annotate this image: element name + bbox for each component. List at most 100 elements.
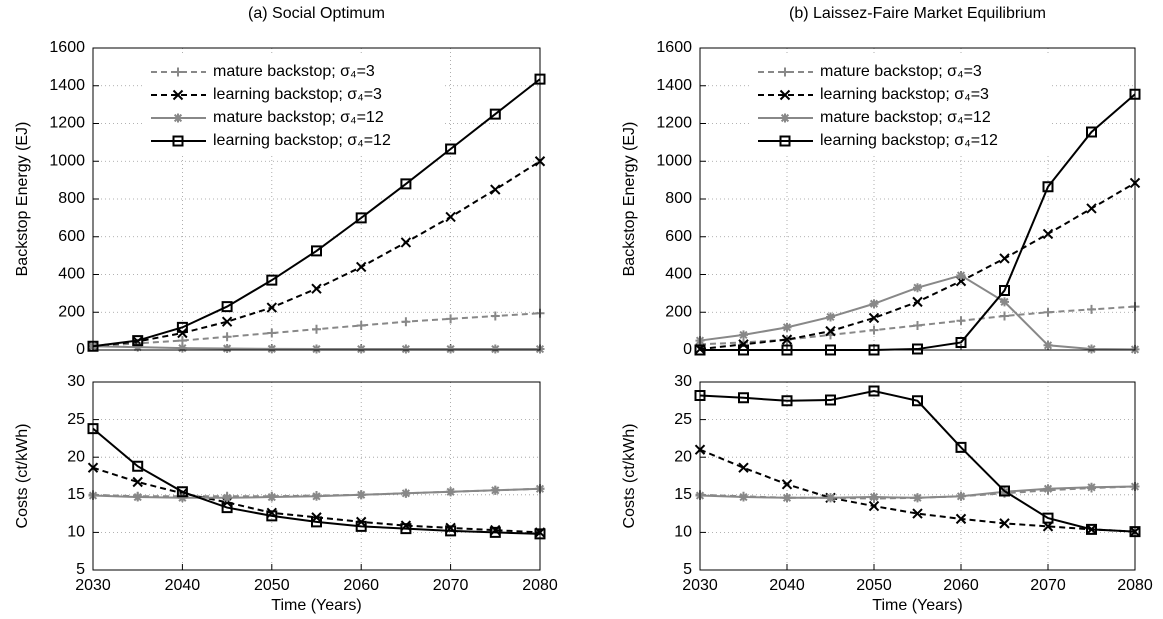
marker <box>781 344 793 356</box>
marker <box>912 395 923 407</box>
y-tick-label: 0 <box>76 341 85 358</box>
y-tick-label: 1000 <box>49 152 85 169</box>
marker <box>173 67 183 77</box>
marker <box>445 525 457 537</box>
marker <box>312 491 321 501</box>
plot-area <box>700 382 1135 570</box>
y-tick-label: 1000 <box>656 152 692 169</box>
marker <box>401 488 411 498</box>
marker <box>176 486 188 498</box>
plot-area <box>93 382 540 570</box>
y-tick-label: 25 <box>67 411 85 428</box>
marker <box>868 500 880 512</box>
marker <box>1087 344 1096 354</box>
marker <box>172 89 184 101</box>
marker <box>781 334 793 345</box>
marker <box>489 108 501 120</box>
marker <box>868 312 880 324</box>
marker <box>445 143 457 155</box>
marker <box>311 283 322 294</box>
marker <box>955 513 967 525</box>
marker <box>177 343 187 353</box>
marker <box>956 270 966 280</box>
marker <box>956 316 966 326</box>
marker <box>1129 88 1141 100</box>
y-tick-label: 200 <box>58 303 85 320</box>
marker <box>534 73 546 85</box>
legend-label: learning backstop; σ₄=12 <box>213 132 391 149</box>
marker <box>221 316 233 327</box>
y-tick-label: 1600 <box>49 39 85 56</box>
marker <box>779 135 791 147</box>
x-tick-label: 2080 <box>522 577 558 594</box>
marker <box>133 492 143 502</box>
y-tick-label: 25 <box>674 411 692 428</box>
marker <box>267 492 277 502</box>
y-tick-label: 1600 <box>656 39 692 56</box>
marker <box>222 332 232 342</box>
marker <box>489 526 501 538</box>
marker <box>401 317 411 327</box>
y-tick-label: 400 <box>58 266 85 283</box>
marker <box>1086 523 1097 535</box>
y-tick-label: 10 <box>67 524 85 541</box>
marker <box>913 493 922 503</box>
marker <box>534 528 546 540</box>
x-tick-label: 2070 <box>1030 577 1066 594</box>
plot-frame <box>92 47 541 351</box>
marker <box>1000 311 1009 321</box>
marker <box>177 493 187 503</box>
marker <box>955 441 967 453</box>
y-tick-label: 1200 <box>49 115 85 132</box>
marker <box>955 336 967 348</box>
marker <box>782 322 792 332</box>
marker <box>956 491 966 501</box>
marker <box>1087 304 1096 314</box>
marker <box>132 460 144 472</box>
series-line <box>92 427 541 535</box>
marker <box>1043 484 1053 494</box>
marker <box>869 492 879 502</box>
plot-frame <box>92 381 541 571</box>
marker <box>738 462 749 473</box>
marker <box>446 344 456 354</box>
legend-label: mature backstop; σ₄=12 <box>820 109 991 126</box>
marker <box>782 493 792 503</box>
marker <box>913 320 922 330</box>
marker <box>779 89 791 101</box>
marker <box>999 485 1010 497</box>
chart-title: (b) Laissez-Faire Market Equilibrium <box>789 5 1046 22</box>
marker <box>1087 482 1096 492</box>
marker <box>222 343 232 353</box>
y-tick-label: 10 <box>674 524 692 541</box>
marker <box>738 392 749 404</box>
x-tick-label: 2070 <box>433 577 469 594</box>
marker <box>355 212 367 224</box>
y-axis-title: Backstop Energy (EJ) <box>621 122 638 277</box>
marker <box>401 344 411 354</box>
marker <box>87 340 99 352</box>
x-tick-label: 2030 <box>682 577 718 594</box>
marker <box>912 508 923 519</box>
marker <box>1086 126 1097 138</box>
plot-frame <box>699 381 1136 571</box>
y-axis-title: Costs (ct/kWh) <box>14 424 31 529</box>
marker <box>446 314 456 324</box>
y-axis-title: Backstop Energy (EJ) <box>14 122 31 277</box>
marker <box>826 312 835 322</box>
marker <box>445 211 456 223</box>
marker <box>400 237 412 248</box>
marker <box>825 344 836 356</box>
marker <box>912 343 923 355</box>
marker <box>311 516 322 528</box>
marker <box>738 344 749 356</box>
x-tick-label: 2050 <box>254 577 290 594</box>
marker <box>780 67 790 77</box>
marker <box>999 253 1010 264</box>
marker <box>869 299 879 309</box>
y-tick-label: 5 <box>683 561 692 578</box>
legend-label: learning backstop; σ₄=3 <box>213 86 382 103</box>
marker <box>490 344 500 354</box>
x-tick-label: 2060 <box>943 577 979 594</box>
marker <box>176 321 188 333</box>
